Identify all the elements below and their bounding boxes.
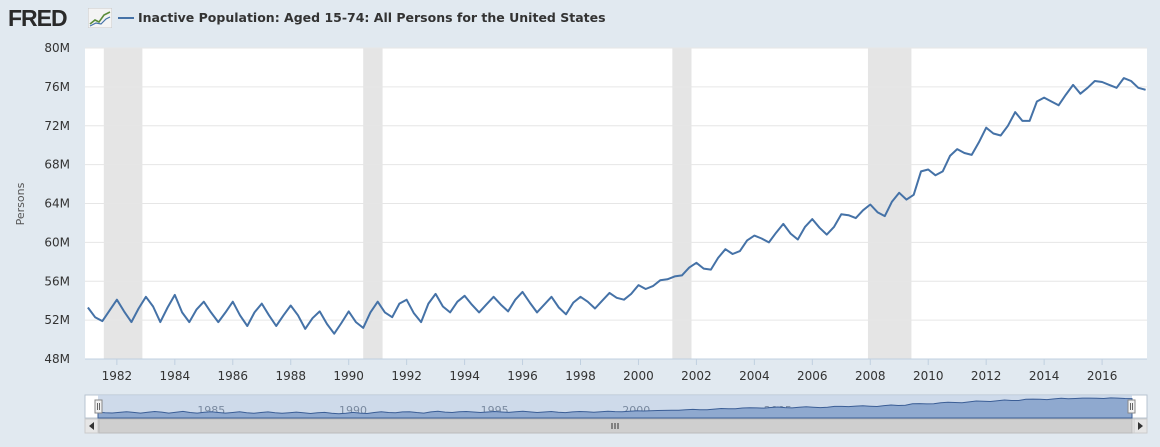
x-axis: 1982 1984 1986 1988 1990 1992 1994 1996 1998 2000… [102, 359, 1118, 383]
y-axis-label: Persons [14, 182, 27, 225]
x-tick-label: 1998 [565, 369, 596, 383]
x-tick-label: 1986 [218, 369, 249, 383]
y-tick-label: 48M [44, 352, 70, 366]
y-tick-label: 52M [44, 313, 70, 327]
arrow-left-icon [89, 422, 94, 430]
scrollbar-grip-icon [611, 423, 619, 429]
y-tick-label: 60M [44, 235, 70, 249]
series-line [87, 77, 1146, 335]
chart-header: FRED Inactive Population: Aged 15-74: Al… [0, 0, 1160, 38]
x-tick-label: 1988 [275, 369, 306, 383]
x-tick-label: 1984 [160, 369, 191, 383]
y-tick-label: 56M [44, 274, 70, 288]
x-tick-label: 2008 [855, 369, 886, 383]
range-navigator[interactable]: 1985199019952000200520102015 [84, 394, 1148, 419]
y-tick-label: 80M [44, 41, 70, 55]
x-tick-label: 2002 [681, 369, 712, 383]
x-tick-label: 2012 [971, 369, 1002, 383]
y-axis: 48M 52M 56M 60M 64M 68M 72M 76M 80M [44, 41, 70, 366]
x-tick-label: 1992 [391, 369, 422, 383]
x-tick-label: 2000 [623, 369, 654, 383]
navigator-handle-left[interactable] [94, 399, 103, 414]
scrollbar[interactable] [84, 418, 1148, 434]
x-tick-label: 1996 [507, 369, 538, 383]
navigator-handle-right[interactable] [1127, 399, 1136, 414]
x-tick-label: 2016 [1087, 369, 1118, 383]
y-tick-label: 72M [44, 119, 70, 133]
x-tick-label: 2010 [913, 369, 944, 383]
x-tick-label: 1982 [102, 369, 133, 383]
arrow-right-icon [1138, 422, 1143, 430]
chart-line-icon [88, 8, 112, 28]
x-tick-label: 2006 [797, 369, 828, 383]
legend-series-swatch [118, 17, 134, 19]
x-tick-label: 1994 [449, 369, 480, 383]
y-tick-label: 64M [44, 197, 70, 211]
y-tick-label: 68M [44, 158, 70, 172]
gridlines [85, 47, 1147, 321]
chart-title: Inactive Population: Aged 15-74: All Per… [138, 10, 606, 25]
navigator-series-area [97, 397, 1133, 419]
x-tick-label: 2014 [1029, 369, 1060, 383]
fred-logo[interactable]: FRED [8, 5, 68, 31]
y-tick-label: 76M [44, 80, 70, 94]
x-tick-label: 2004 [739, 369, 770, 383]
x-tick-label: 1990 [333, 369, 364, 383]
